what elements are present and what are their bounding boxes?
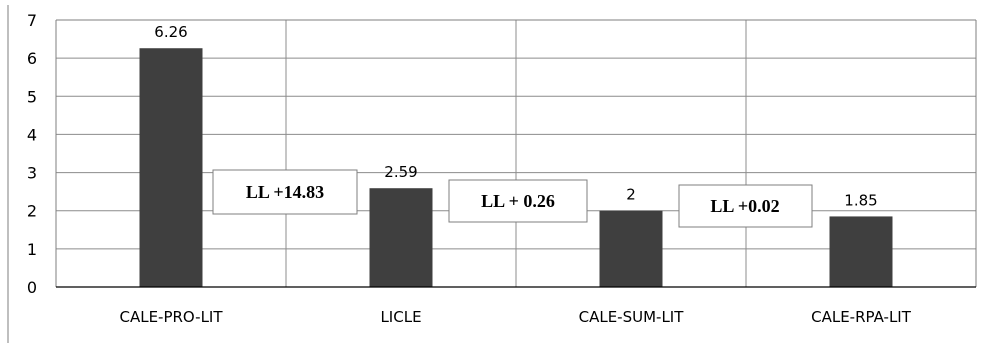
data-label: 1.85 (844, 191, 877, 209)
y-tick-label: 7 (27, 11, 37, 30)
bar (369, 188, 433, 287)
bars (139, 48, 893, 288)
x-axis-category-labels: CALE-PRO-LIT LICLE CALE-SUM-LIT CALE-RPA-LI… (119, 308, 911, 326)
callout-ll-sum-rpa: LL +0.02 (678, 184, 813, 228)
y-tick-label: 1 (27, 240, 37, 259)
data-label: 6.26 (154, 23, 187, 41)
bar (139, 48, 203, 288)
y-tick-label: 3 (27, 164, 37, 183)
data-label: 2 (626, 186, 636, 204)
y-axis-tick-labels: 0 1 2 3 4 5 6 7 (27, 11, 37, 297)
data-label: 2.59 (384, 163, 417, 181)
callout-ll-licle-sum: LL + 0.26 (448, 179, 588, 223)
category-label: CALE-RPA-LIT (811, 308, 912, 326)
category-label: CALE-PRO-LIT (119, 308, 223, 326)
y-tick-label: 5 (27, 87, 37, 106)
y-tick-label: 6 (27, 49, 37, 68)
data-labels: 6.26 2.59 2 1.85 (154, 23, 877, 209)
y-tick-label: 4 (27, 125, 37, 144)
callout-text: LL + 0.26 (481, 191, 555, 211)
callout-ll-pro-licle: LL +14.83 (212, 169, 358, 215)
y-tick-label: 0 (27, 278, 37, 297)
bar (599, 210, 663, 287)
category-label: LICLE (380, 308, 421, 326)
bar (829, 216, 893, 287)
callout-text: LL +14.83 (246, 182, 324, 202)
callout-text: LL +0.02 (710, 196, 779, 216)
y-tick-label: 2 (27, 202, 37, 221)
category-label: CALE-SUM-LIT (579, 308, 685, 326)
